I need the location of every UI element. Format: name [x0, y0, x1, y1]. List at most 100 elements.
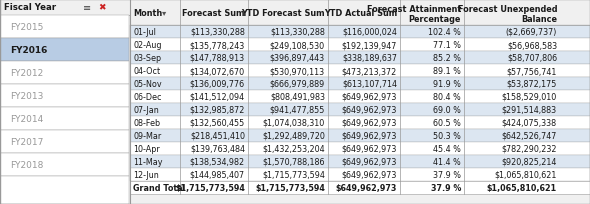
Text: $1,065,810,621: $1,065,810,621	[487, 183, 557, 192]
Text: $473,213,372: $473,213,372	[342, 67, 397, 76]
Text: $132,985,872: $132,985,872	[189, 105, 245, 114]
Text: $192,139,947: $192,139,947	[342, 41, 397, 50]
Text: $649,962,973: $649,962,973	[342, 170, 397, 179]
Text: $1,715,773,594: $1,715,773,594	[255, 183, 325, 192]
Bar	[130, 116, 590, 129]
Text: Percentage: Percentage	[409, 14, 461, 23]
Bar	[0, 0, 130, 16]
Text: 04-Oct: 04-Oct	[133, 67, 160, 76]
Text: Fiscal Year: Fiscal Year	[4, 3, 56, 12]
Text: $613,107,714: $613,107,714	[342, 80, 397, 89]
Text: FY2014: FY2014	[10, 114, 43, 123]
Text: $147,788,913: $147,788,913	[190, 54, 245, 63]
Text: FY2015: FY2015	[10, 23, 44, 32]
Bar	[130, 26, 590, 39]
Text: YTD Actual Sum: YTD Actual Sum	[324, 8, 397, 17]
Text: 09-Mar: 09-Mar	[133, 131, 161, 140]
Bar	[130, 142, 590, 155]
Bar	[0, 176, 129, 204]
Text: 60.5 %: 60.5 %	[433, 118, 461, 127]
Text: $135,778,243: $135,778,243	[190, 41, 245, 50]
Text: $649,962,973: $649,962,973	[336, 183, 397, 192]
Bar	[130, 39, 590, 52]
Text: $132,560,455: $132,560,455	[190, 118, 245, 127]
Text: Balance: Balance	[521, 14, 557, 23]
Bar	[130, 0, 590, 26]
Text: 10-Apr: 10-Apr	[133, 144, 160, 153]
Text: 07-Jan: 07-Jan	[133, 105, 159, 114]
Bar	[0, 108, 129, 130]
Text: $58,707,806: $58,707,806	[507, 54, 557, 63]
Text: 37.9 %: 37.9 %	[431, 183, 461, 192]
Text: $57,756,741: $57,756,741	[507, 67, 557, 76]
Text: $396,897,443: $396,897,443	[270, 54, 325, 63]
Text: FY2012: FY2012	[10, 69, 43, 78]
Text: Forecast Attainment: Forecast Attainment	[366, 4, 461, 13]
Bar	[130, 52, 590, 65]
Text: 91.9 %: 91.9 %	[433, 80, 461, 89]
Text: $808,491,983: $808,491,983	[270, 93, 325, 102]
Bar	[130, 168, 590, 181]
Text: $138,534,982: $138,534,982	[190, 157, 245, 166]
Text: $1,074,038,310: $1,074,038,310	[263, 118, 325, 127]
Text: 80.4 %: 80.4 %	[433, 93, 461, 102]
Text: $1,432,253,204: $1,432,253,204	[263, 144, 325, 153]
Text: $649,962,973: $649,962,973	[342, 157, 397, 166]
Text: $649,962,973: $649,962,973	[342, 144, 397, 153]
Text: $53,872,175: $53,872,175	[507, 80, 557, 89]
Text: $218,451,410: $218,451,410	[190, 131, 245, 140]
Text: 45.4 %: 45.4 %	[433, 144, 461, 153]
Bar	[0, 153, 129, 176]
Text: 50.3 %: 50.3 %	[433, 131, 461, 140]
Text: $424,075,338: $424,075,338	[502, 118, 557, 127]
Text: $136,009,776: $136,009,776	[190, 80, 245, 89]
Text: $941,477,855: $941,477,855	[270, 105, 325, 114]
Bar	[130, 91, 590, 103]
Text: $666,979,889: $666,979,889	[270, 80, 325, 89]
Text: $291,514,883: $291,514,883	[502, 105, 557, 114]
Text: FY2016: FY2016	[10, 46, 47, 55]
Text: 06-Dec: 06-Dec	[133, 93, 162, 102]
Text: 03-Sep: 03-Sep	[133, 54, 161, 63]
Text: 89.1 %: 89.1 %	[433, 67, 461, 76]
Bar	[0, 16, 129, 39]
Text: $338,189,637: $338,189,637	[342, 54, 397, 63]
Text: ✖: ✖	[98, 3, 106, 12]
Text: Forecast Sum: Forecast Sum	[182, 8, 245, 17]
Text: Month: Month	[133, 8, 162, 17]
Text: 05-Nov: 05-Nov	[133, 80, 162, 89]
Text: $1,292,489,720: $1,292,489,720	[262, 131, 325, 140]
Bar	[130, 155, 590, 168]
Text: $1,715,773,594: $1,715,773,594	[262, 170, 325, 179]
Text: 85.2 %: 85.2 %	[433, 54, 461, 63]
Text: $649,962,973: $649,962,973	[342, 118, 397, 127]
Text: $1,065,810,621: $1,065,810,621	[494, 170, 557, 179]
Bar	[130, 78, 590, 91]
Text: $530,970,113: $530,970,113	[270, 67, 325, 76]
Text: YTD Forecast Sum: YTD Forecast Sum	[241, 8, 325, 17]
Bar	[130, 181, 590, 194]
Text: $141,512,094: $141,512,094	[190, 93, 245, 102]
Text: 12-Jun: 12-Jun	[133, 170, 159, 179]
Text: 69.0 %: 69.0 %	[433, 105, 461, 114]
Text: Grand Total: Grand Total	[133, 183, 185, 192]
Bar	[0, 130, 129, 153]
Bar	[0, 85, 129, 108]
Text: $113,330,288: $113,330,288	[270, 28, 325, 37]
Bar	[130, 129, 590, 142]
Text: FY2013: FY2013	[10, 92, 44, 101]
Text: $649,962,973: $649,962,973	[342, 131, 397, 140]
Text: 08-Feb: 08-Feb	[133, 118, 160, 127]
Bar	[130, 65, 590, 78]
Text: 11-May: 11-May	[133, 157, 162, 166]
Bar	[130, 103, 590, 116]
Text: $249,108,530: $249,108,530	[270, 41, 325, 50]
Text: $113,330,288: $113,330,288	[190, 28, 245, 37]
Text: 37.9 %: 37.9 %	[433, 170, 461, 179]
Text: 41.4 %: 41.4 %	[433, 157, 461, 166]
Bar	[0, 39, 129, 62]
Text: $158,529,010: $158,529,010	[502, 93, 557, 102]
Text: $144,985,407: $144,985,407	[190, 170, 245, 179]
Text: $649,962,973: $649,962,973	[342, 105, 397, 114]
Text: ($2,669,737): ($2,669,737)	[506, 28, 557, 37]
